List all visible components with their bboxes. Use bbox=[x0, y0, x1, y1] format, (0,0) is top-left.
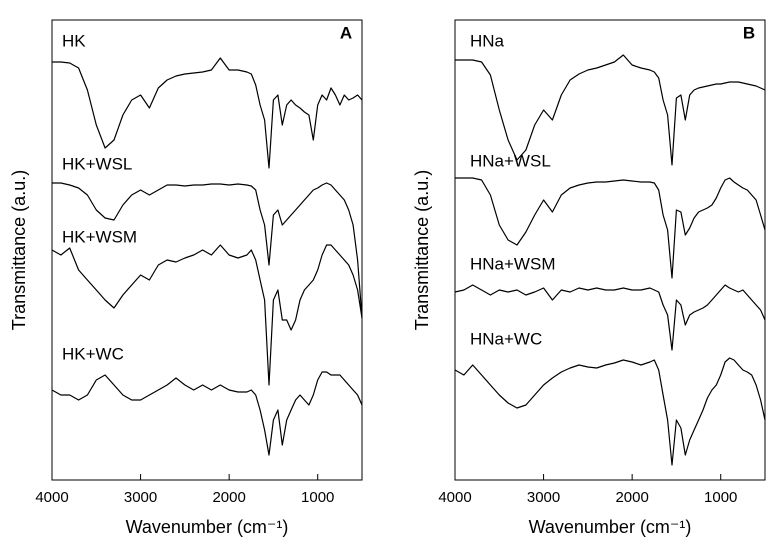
spectrum-line bbox=[52, 57, 363, 169]
spectrum-line bbox=[51, 371, 363, 456]
spectrum-line bbox=[455, 54, 766, 166]
x-tick-label: 3000 bbox=[124, 489, 157, 506]
series-label: HK+WC bbox=[62, 344, 124, 363]
x-axis-label: Wavenumber (cm⁻¹) bbox=[529, 517, 692, 537]
series-label: HNa bbox=[470, 31, 505, 50]
panel-label: B bbox=[743, 23, 755, 42]
x-tick-label: 2000 bbox=[615, 489, 648, 506]
x-axis-label: Wavenumber (cm⁻¹) bbox=[126, 517, 289, 537]
spectrum-line bbox=[454, 357, 766, 466]
series-label: HNa+WC bbox=[470, 329, 542, 348]
series-label: HK+WSL bbox=[62, 154, 132, 173]
spectrum-line bbox=[454, 284, 766, 351]
x-tick-label: 1000 bbox=[301, 489, 334, 506]
x-tick-label: 3000 bbox=[527, 489, 560, 506]
series-label: HNa+WSM bbox=[470, 254, 555, 273]
series-label: HK bbox=[62, 31, 86, 50]
x-tick-label: 4000 bbox=[438, 489, 471, 506]
x-tick-label: 2000 bbox=[212, 489, 245, 506]
series-label: HNa+WSL bbox=[470, 151, 551, 170]
spectrum-line bbox=[51, 244, 363, 386]
plot-frame bbox=[51, 19, 363, 481]
plot-frame bbox=[454, 19, 766, 481]
y-axis-label: Transmittance (a.u.) bbox=[9, 170, 29, 330]
series-label: HK+WSM bbox=[62, 227, 137, 246]
x-tick-label: 4000 bbox=[35, 489, 68, 506]
spectrum-line bbox=[52, 182, 363, 319]
panel-label: A bbox=[340, 23, 352, 42]
x-tick-label: 1000 bbox=[704, 489, 737, 506]
y-axis-label: Transmittance (a.u.) bbox=[412, 170, 432, 330]
spectrum-line bbox=[455, 177, 766, 279]
